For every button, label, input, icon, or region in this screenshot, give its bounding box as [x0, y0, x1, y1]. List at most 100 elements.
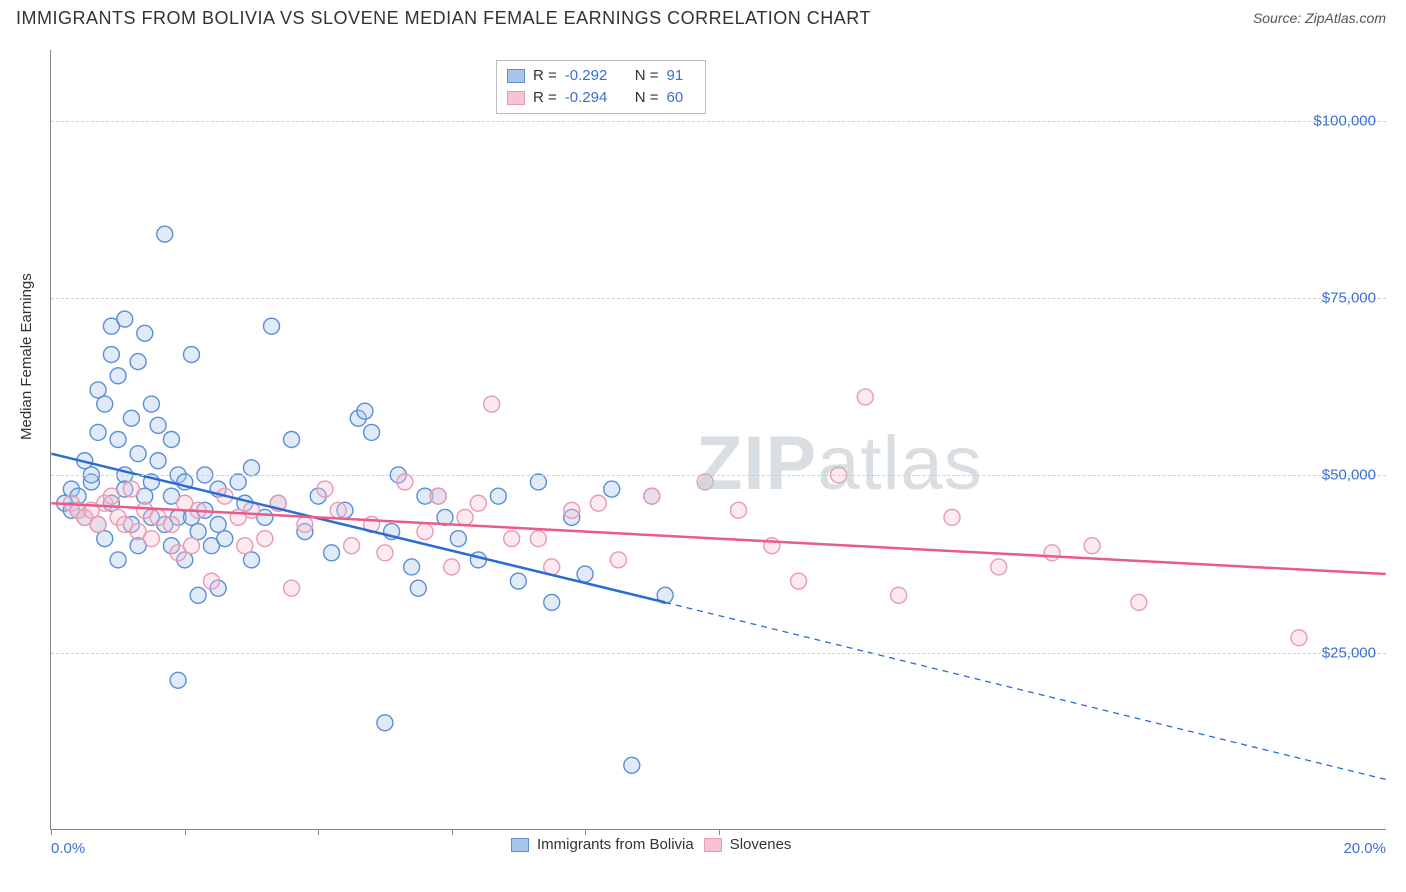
data-point	[604, 481, 620, 497]
gridline	[51, 475, 1386, 476]
data-point	[404, 559, 420, 575]
data-point	[217, 531, 233, 547]
legend-swatch	[507, 69, 525, 83]
x-tick	[719, 829, 720, 835]
data-point	[530, 531, 546, 547]
data-point	[284, 580, 300, 596]
data-point	[644, 488, 660, 504]
n-value: 91	[667, 65, 695, 87]
data-point	[731, 502, 747, 518]
data-point	[203, 573, 219, 589]
data-point	[117, 311, 133, 327]
data-point	[577, 566, 593, 582]
data-point	[297, 516, 313, 532]
data-point	[377, 545, 393, 561]
legend-item: Slovenes	[704, 836, 792, 853]
trend-line-extrapolated	[665, 602, 1386, 779]
data-point	[377, 715, 393, 731]
data-point	[143, 531, 159, 547]
data-point	[90, 424, 106, 440]
data-point	[610, 552, 626, 568]
data-point	[417, 524, 433, 540]
data-point	[264, 318, 280, 334]
plot-svg	[51, 50, 1386, 829]
data-point	[103, 488, 119, 504]
y-tick-label: $100,000	[1313, 112, 1376, 129]
data-point	[150, 453, 166, 469]
data-point	[510, 573, 526, 589]
data-point	[123, 410, 139, 426]
data-point	[991, 559, 1007, 575]
source-label: Source:	[1253, 10, 1305, 26]
n-label: N =	[635, 65, 659, 87]
legend-label: Slovenes	[730, 836, 792, 853]
data-point	[163, 432, 179, 448]
data-point	[490, 488, 506, 504]
legend-series: Immigrants from Bolivia Slovenes	[511, 836, 791, 853]
y-tick-label: $25,000	[1322, 644, 1376, 661]
source-attribution: Source: ZipAtlas.com	[1253, 10, 1386, 28]
data-point	[183, 538, 199, 554]
data-point	[1131, 594, 1147, 610]
legend-swatch	[507, 91, 525, 105]
legend-swatch	[511, 838, 529, 852]
data-point	[143, 396, 159, 412]
legend-correlation: R =-0.292N =91R =-0.294N =60	[496, 60, 706, 114]
data-point	[410, 580, 426, 596]
data-point	[130, 446, 146, 462]
data-point	[110, 552, 126, 568]
r-value: -0.294	[565, 87, 621, 109]
data-point	[857, 389, 873, 405]
legend-row: R =-0.292N =91	[507, 65, 695, 87]
data-point	[944, 509, 960, 525]
data-point	[190, 587, 206, 603]
data-point	[484, 396, 500, 412]
scatter-chart: ZIPatlas $25,000$50,000$75,000$100,0000.…	[50, 50, 1386, 830]
data-point	[157, 226, 173, 242]
data-point	[150, 417, 166, 433]
data-point	[97, 396, 113, 412]
y-tick-label: $50,000	[1322, 467, 1376, 484]
source-name: ZipAtlas.com	[1305, 10, 1386, 26]
data-point	[564, 502, 580, 518]
y-axis-label: Median Female Earnings	[18, 273, 35, 440]
data-point	[364, 424, 380, 440]
legend-item: Immigrants from Bolivia	[511, 836, 694, 853]
data-point	[170, 672, 186, 688]
x-tick	[318, 829, 319, 835]
chart-title: IMMIGRANTS FROM BOLIVIA VS SLOVENE MEDIA…	[16, 8, 871, 29]
gridline	[51, 653, 1386, 654]
x-max-label: 20.0%	[1343, 840, 1386, 857]
data-point	[444, 559, 460, 575]
data-point	[330, 502, 346, 518]
data-point	[891, 587, 907, 603]
data-point	[430, 488, 446, 504]
data-point	[237, 538, 253, 554]
data-point	[624, 757, 640, 773]
data-point	[344, 538, 360, 554]
gridline	[51, 298, 1386, 299]
r-label: R =	[533, 65, 557, 87]
data-point	[137, 325, 153, 341]
y-tick-label: $75,000	[1322, 290, 1376, 307]
x-tick	[51, 829, 52, 835]
data-point	[284, 432, 300, 448]
data-point	[470, 552, 486, 568]
data-point	[183, 347, 199, 363]
r-label: R =	[533, 87, 557, 109]
legend-row: R =-0.294N =60	[507, 87, 695, 109]
legend-label: Immigrants from Bolivia	[537, 836, 694, 853]
data-point	[317, 481, 333, 497]
x-min-label: 0.0%	[51, 840, 85, 857]
data-point	[110, 432, 126, 448]
x-tick	[185, 829, 186, 835]
data-point	[357, 403, 373, 419]
n-label: N =	[635, 87, 659, 109]
data-point	[791, 573, 807, 589]
x-tick	[585, 829, 586, 835]
data-point	[544, 594, 560, 610]
data-point	[90, 516, 106, 532]
data-point	[244, 460, 260, 476]
data-point	[257, 531, 273, 547]
data-point	[103, 347, 119, 363]
